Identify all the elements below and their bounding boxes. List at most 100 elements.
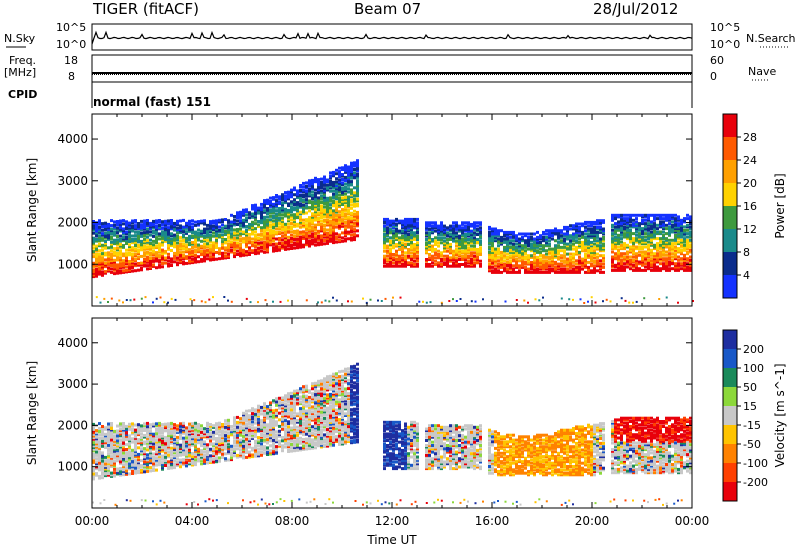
data-cell xyxy=(506,269,509,273)
data-cell xyxy=(137,457,140,461)
data-cell xyxy=(527,247,530,251)
data-cell xyxy=(125,227,128,230)
data-cell xyxy=(134,460,137,463)
data-cell xyxy=(119,473,122,477)
data-cell xyxy=(233,221,236,225)
data-cell xyxy=(251,249,254,253)
data-cell xyxy=(125,252,128,256)
data-cell xyxy=(95,222,98,226)
data-cell xyxy=(677,215,680,219)
data-cell xyxy=(554,250,557,254)
data-cell xyxy=(275,215,278,219)
data-cell xyxy=(116,446,119,449)
data-cell xyxy=(329,213,332,217)
data-cell xyxy=(587,244,590,248)
data-cell xyxy=(209,243,212,247)
data-cell xyxy=(488,250,491,254)
data-cell xyxy=(344,229,347,233)
data-cell xyxy=(584,222,587,226)
data-cell xyxy=(320,222,323,226)
data-cell xyxy=(314,240,317,244)
data-cell xyxy=(527,237,530,241)
data-cell xyxy=(137,429,140,433)
data-cell xyxy=(329,179,332,183)
data-cell xyxy=(104,465,107,469)
data-cell xyxy=(302,195,305,199)
data-cell xyxy=(641,247,644,251)
data-cell xyxy=(338,226,341,230)
data-cell xyxy=(587,254,590,258)
data-cell xyxy=(527,242,530,246)
data-cell xyxy=(110,237,113,241)
data-cell xyxy=(284,209,287,213)
data-cell xyxy=(665,250,668,254)
data-cell xyxy=(653,263,656,267)
data-cell xyxy=(572,269,575,273)
data-cell xyxy=(284,244,287,248)
data-cell xyxy=(272,231,275,235)
data-cell xyxy=(338,196,341,200)
data-cell xyxy=(176,445,179,449)
data-cell xyxy=(626,237,629,241)
data-cell xyxy=(443,227,446,231)
data-cell xyxy=(113,449,116,453)
data-cell xyxy=(533,237,536,241)
data-cell xyxy=(530,239,533,243)
data-cell xyxy=(263,240,266,244)
data-cell xyxy=(113,262,116,266)
data-cell xyxy=(299,215,302,219)
data-cell xyxy=(131,264,134,268)
data-cell xyxy=(398,254,401,258)
data-cell xyxy=(434,224,437,228)
data-cell xyxy=(149,436,152,440)
data-cell xyxy=(521,254,524,258)
data-cell xyxy=(203,237,206,241)
data-cell xyxy=(128,226,131,230)
data-cell xyxy=(311,235,314,239)
colorbar-swatch xyxy=(723,137,737,161)
nsky-panel-frame xyxy=(91,23,693,51)
data-cell xyxy=(95,229,98,233)
data-cell xyxy=(212,249,215,253)
data-cell xyxy=(629,225,632,229)
data-cell xyxy=(623,267,626,271)
data-cell xyxy=(626,227,629,231)
data-cell xyxy=(140,219,143,223)
data-cell xyxy=(101,439,104,443)
data-cell xyxy=(332,172,335,176)
data-cell xyxy=(509,245,512,249)
data-cell xyxy=(443,263,446,266)
data-cell xyxy=(158,219,161,222)
data-cell xyxy=(683,240,686,244)
data-cell xyxy=(101,466,104,470)
data-cell xyxy=(263,237,266,241)
data-cell xyxy=(335,177,338,181)
data-cell xyxy=(92,449,95,453)
data-cell xyxy=(344,214,347,218)
data-cell xyxy=(236,233,239,236)
data-cell xyxy=(95,445,98,449)
data-cell xyxy=(200,249,203,253)
data-cell xyxy=(119,422,122,426)
data-cell xyxy=(437,256,440,260)
data-cell xyxy=(395,253,398,256)
data-cell xyxy=(128,224,131,228)
data-cell xyxy=(293,238,296,242)
data-cell xyxy=(113,467,116,471)
data-cell xyxy=(410,238,413,241)
data-cell xyxy=(176,444,179,448)
data-cell xyxy=(347,198,350,202)
data-cell xyxy=(233,255,236,259)
data-cell xyxy=(302,243,305,247)
data-cell xyxy=(164,452,167,456)
data-cell xyxy=(632,218,635,222)
data-cell xyxy=(290,206,293,210)
data-cell xyxy=(569,255,572,259)
data-cell xyxy=(683,245,686,249)
data-cell xyxy=(614,222,617,226)
data-cell xyxy=(317,229,320,233)
data-cell xyxy=(512,267,515,271)
data-cell xyxy=(452,234,455,238)
data-cell xyxy=(152,445,155,449)
data-cell xyxy=(680,262,683,266)
